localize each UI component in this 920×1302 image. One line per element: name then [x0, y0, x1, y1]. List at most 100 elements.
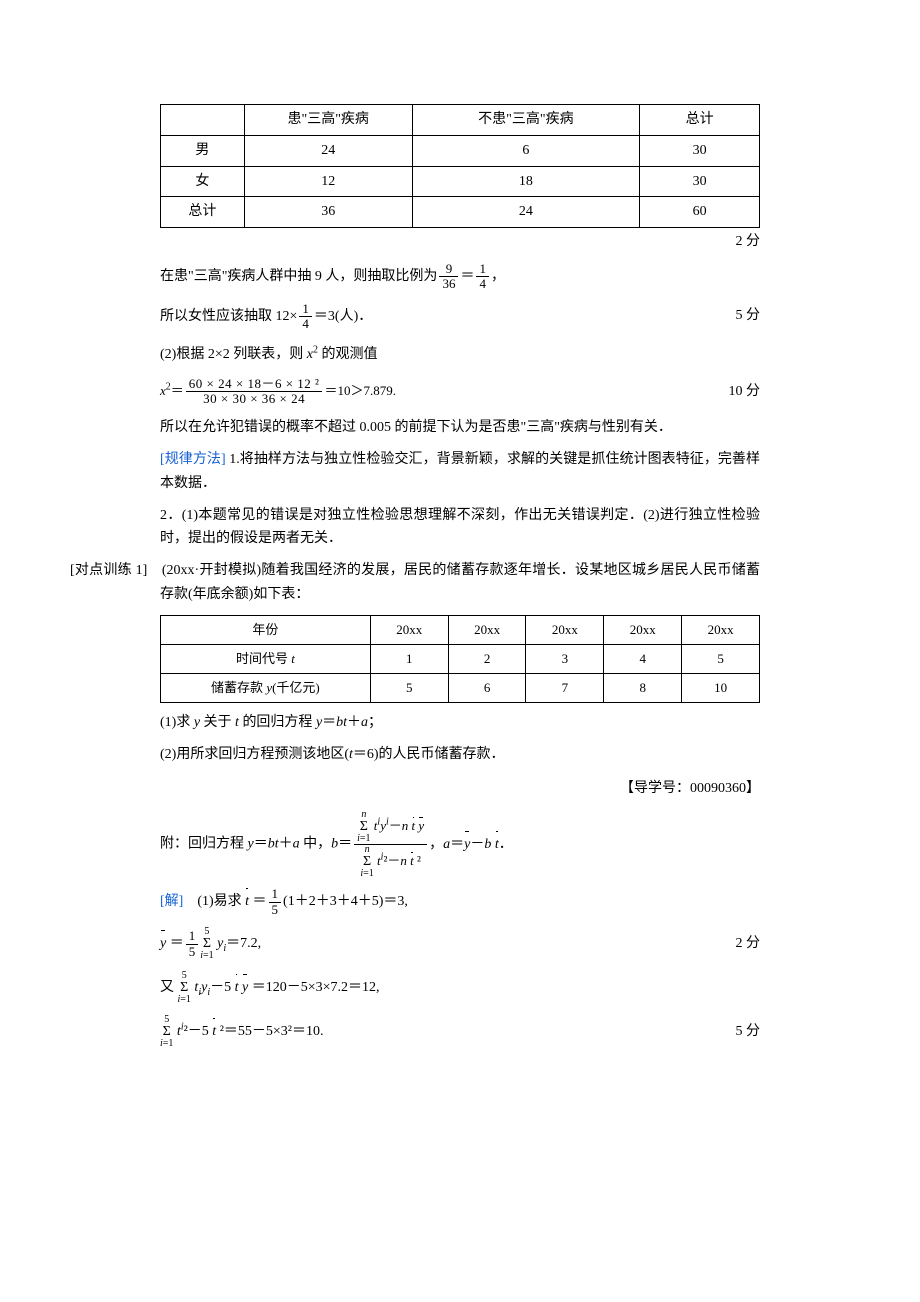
denominator: nΣi=1 ti²－n t ²	[354, 844, 427, 879]
score-marker: 2 分	[160, 230, 760, 254]
savings-table: 年份 20xx 20xx 20xx 20xx 20xx 时间代号 t 1 2 3…	[160, 615, 760, 703]
fraction: 14	[299, 302, 312, 332]
paragraph: 2．(1)本题常见的错误是对独立性检验思想理解不深刻，作出无关错误判定．(2)进…	[160, 504, 760, 552]
training-problem: [对点训练 1] (20xx·开封模拟)随着我国经济的发展，居民的储蓄存款逐年增…	[70, 559, 760, 607]
cell: 24	[244, 135, 412, 166]
cell: 36	[244, 197, 412, 228]
solution: [解] (1)易求 t ＝15(1＋2＋3＋4＋5)＝3,	[160, 887, 760, 917]
text: ＝120－5×3×7.2＝12,	[248, 980, 379, 995]
denominator: 5	[269, 902, 282, 917]
cell: 患"三高"疾病	[244, 105, 412, 136]
text: (2)根据 2×2 列联表，则 x2 的观测值	[160, 347, 377, 362]
table-row: 年份 20xx 20xx 20xx 20xx 20xx	[161, 615, 760, 644]
cell: 10	[682, 673, 760, 702]
numerator: 60 × 24 × 18－6 × 12 ²	[186, 377, 323, 391]
score-marker: 2 分	[736, 932, 761, 956]
sum-icon: 5Σi=1	[178, 971, 191, 1005]
cell: 女	[161, 166, 245, 197]
cell: 1	[370, 644, 448, 673]
cell: 总计	[640, 105, 760, 136]
text: (1＋2＋3＋4＋5)＝3,	[283, 894, 408, 909]
question: (1)求 y 关于 t 的回归方程 y＝bt＋a；	[160, 711, 760, 735]
cell: 储蓄存款 y(千亿元)	[161, 673, 371, 702]
equation: x2＝60 × 24 × 18－6 × 12 ²30 × 30 × 36 × 2…	[160, 377, 760, 407]
sum-icon: 5Σi=1	[160, 1015, 173, 1049]
numerator: 9	[439, 262, 458, 276]
cell: 6	[412, 135, 640, 166]
cell: 20xx	[370, 615, 448, 644]
contingency-table: 患"三高"疾病 不患"三高"疾病 总计 男 24 6 30 女 12 18 30…	[160, 104, 760, 228]
numerator: 1	[269, 887, 282, 901]
cell: 不患"三高"疾病	[412, 105, 640, 136]
text: 又	[160, 980, 178, 995]
denominator: 30 × 30 × 36 × 24	[186, 391, 323, 406]
cell: 6	[448, 673, 526, 702]
appendix: 附：回归方程 y＝bt＋a 中，b＝ nΣi=1 tiyi－n t y nΣi=…	[160, 810, 760, 879]
paragraph: 所以女性应该抽取 12×14＝3(人)． 5 分	[160, 302, 760, 332]
cell: 20xx	[526, 615, 604, 644]
cell: 总计	[161, 197, 245, 228]
fraction: 60 × 24 × 18－6 × 12 ²30 × 30 × 36 × 24	[186, 377, 323, 407]
cell: 男	[161, 135, 245, 166]
paragraph: 所以在允许犯错误的概率不超过 0.005 的前提下认为是否患"三高"疾病与性别有…	[160, 416, 760, 440]
cell: 12	[244, 166, 412, 197]
fraction: 936	[439, 262, 458, 292]
denominator: 5	[186, 944, 199, 959]
cell: 年份	[161, 615, 371, 644]
table-row: 时间代号 t 1 2 3 4 5	[161, 644, 760, 673]
table-row: 患"三高"疾病 不患"三高"疾病 总计	[161, 105, 760, 136]
cell: 5	[370, 673, 448, 702]
text: ＝	[166, 936, 184, 951]
paragraph: 在患"三高"疾病人群中抽 9 人，则抽取比例为936＝14，	[160, 262, 760, 292]
text: 在患"三高"疾病人群中抽 9 人，则抽取比例为	[160, 269, 437, 284]
text: ＝	[460, 269, 474, 284]
text: ＝	[249, 894, 267, 909]
cell: 时间代号 t	[161, 644, 371, 673]
cell: 18	[412, 166, 640, 197]
score-marker: 5 分	[736, 1020, 761, 1044]
fraction: 14	[476, 262, 489, 292]
cell: 20xx	[448, 615, 526, 644]
text: ＝10＞7.879.	[324, 382, 396, 397]
text: ，a＝y－b t．	[429, 837, 513, 852]
cell: 4	[604, 644, 682, 673]
cell: 8	[604, 673, 682, 702]
cell: 5	[682, 644, 760, 673]
cell	[161, 105, 245, 136]
denominator: 4	[476, 276, 489, 291]
cell: 60	[640, 197, 760, 228]
text: 1.将抽样方法与独立性检验交汇，背景新颖，求解的关键是抓住统计图表特征，完善样本…	[160, 452, 760, 491]
cell: 2	[448, 644, 526, 673]
table-row: 储蓄存款 y(千亿元) 5 6 7 8 10	[161, 673, 760, 702]
train-label: [对点训练 1]	[70, 563, 147, 578]
paragraph: (2)根据 2×2 列联表，则 x2 的观测值	[160, 341, 760, 366]
question: (2)用所求回归方程预测该地区(t＝6)的人民币储蓄存款．	[160, 743, 760, 767]
cell: 7	[526, 673, 604, 702]
guide-number: 【导学号：00090360】	[160, 777, 760, 801]
text: ＝3(人)．	[314, 309, 372, 324]
cell: 20xx	[682, 615, 760, 644]
score-marker: 5 分	[736, 304, 761, 328]
equation: y ＝155Σi=1 yi＝7.2, 2 分	[160, 927, 760, 961]
table-row: 女 12 18 30	[161, 166, 760, 197]
text: 附：回归方程 y＝bt＋a 中，b＝	[160, 837, 352, 852]
text: (1)易求	[197, 894, 245, 909]
text: (20xx·开封模拟)随着我国经济的发展，居民的储蓄存款逐年增长．设某地区城乡居…	[160, 563, 760, 602]
fraction: nΣi=1 tiyi－n t y nΣi=1 ti²－n t ²	[354, 810, 427, 879]
numerator: 1	[299, 302, 312, 316]
cell: 30	[640, 166, 760, 197]
fraction: 15	[186, 929, 199, 959]
solution-label: [解]	[160, 894, 183, 909]
table-row: 总计 36 24 60	[161, 197, 760, 228]
text: 所以女性应该抽取 12×	[160, 309, 297, 324]
cell: 24	[412, 197, 640, 228]
equation: 又 5Σi=1 tiyi－5 t y ＝120－5×3×7.2＝12,	[160, 971, 760, 1005]
numerator: 1	[186, 929, 199, 943]
denominator: 36	[439, 276, 458, 291]
text: ，	[491, 269, 505, 284]
document-page: 患"三高"疾病 不患"三高"疾病 总计 男 24 6 30 女 12 18 30…	[0, 0, 920, 1129]
equation: 5Σi=1 ti²－5 t ²＝55－5×3²＝10. 5 分	[160, 1015, 760, 1049]
rule-method: [规律方法] 1.将抽样方法与独立性检验交汇，背景新颖，求解的关键是抓住统计图表…	[160, 448, 760, 496]
numerator: nΣi=1 tiyi－n t y	[354, 810, 427, 844]
cell: 20xx	[604, 615, 682, 644]
